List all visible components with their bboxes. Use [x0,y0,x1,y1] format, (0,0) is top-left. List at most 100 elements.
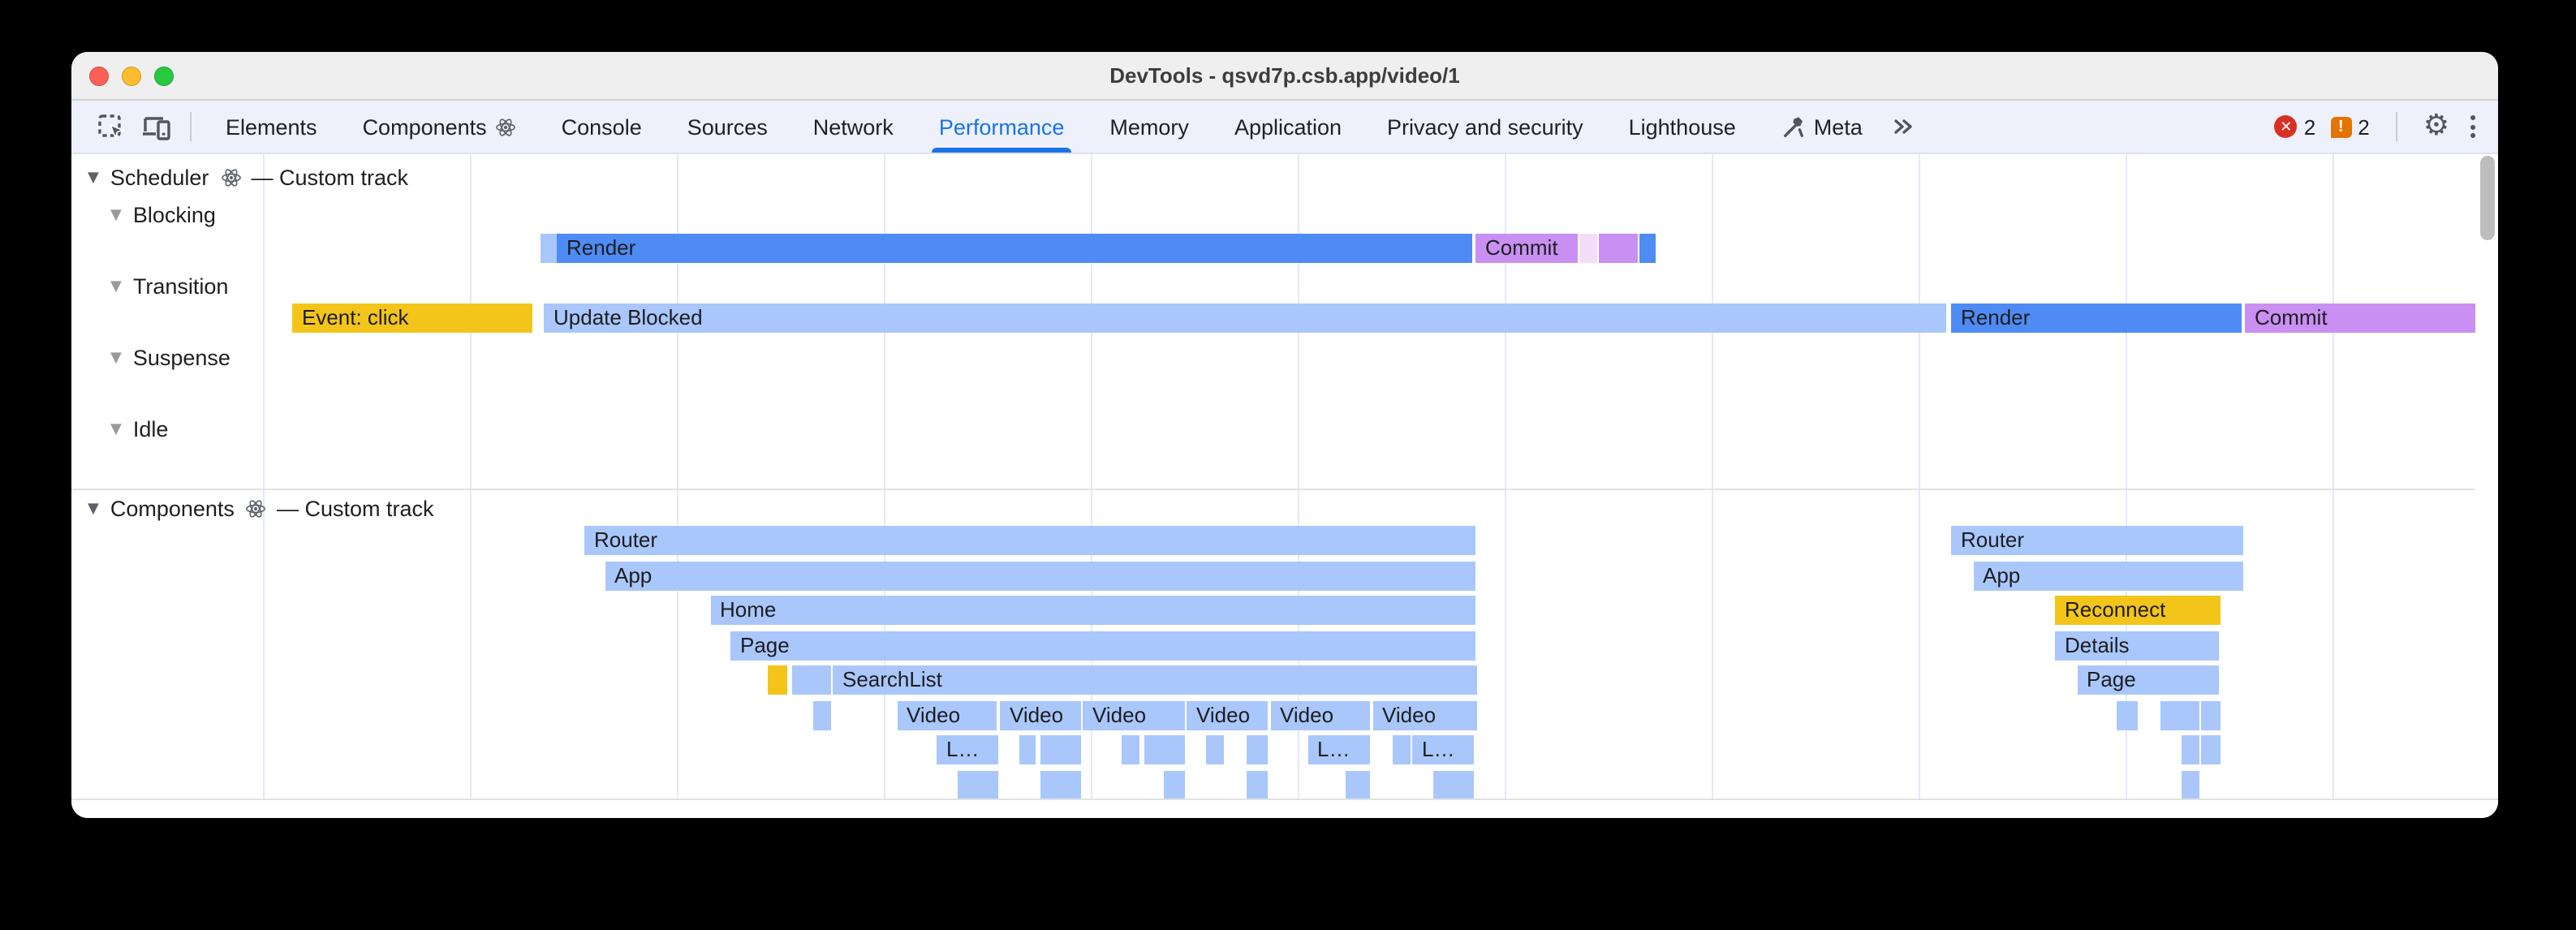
collapse-arrow-icon[interactable]: ▼ [110,207,122,223]
flame-bar[interactable] [1345,770,1370,799]
flame-bar[interactable] [812,700,830,730]
more-menu-icon[interactable] [2464,115,2482,138]
track-name: Transition [132,274,229,299]
scrollbar-thumb[interactable] [2479,156,2494,240]
flame-bar[interactable] [1164,770,1184,799]
tab-meta[interactable]: Meta [1759,101,1885,153]
tab-network[interactable]: Network [790,101,916,153]
flame-bar-app[interactable]: App [1973,561,2243,590]
flame-bar-event-click[interactable]: Event: click [292,304,532,333]
track-label-scheduler[interactable]: ▼ Scheduler — Custom track [88,166,408,190]
collapse-arrow-icon[interactable]: ▼ [88,170,99,186]
flame-bar[interactable] [1121,735,1139,764]
minimize-button[interactable] [122,66,141,85]
issues-badge[interactable]: ! 2 [2330,114,2370,139]
flame-bar-page[interactable]: Page [730,631,1475,660]
tab-label: Network [812,114,894,139]
more-tabs-icon[interactable] [1889,114,1915,140]
tab-components[interactable]: Components [340,101,539,153]
flame-bar[interactable] [1205,735,1224,764]
flame-bar[interactable] [1433,770,1473,799]
vertical-scrollbar[interactable] [2475,154,2498,799]
flame-bar[interactable] [2201,700,2220,730]
tab-privacy-and-security[interactable]: Privacy and security [1364,101,1606,153]
flame-bar-video[interactable]: Video [1372,700,1476,730]
close-button[interactable] [89,66,109,85]
collapse-arrow-icon[interactable]: ▼ [110,421,122,437]
flame-bar[interactable] [2181,770,2199,799]
flame-bar[interactable] [1579,233,1597,262]
flame-bar[interactable] [957,770,998,799]
flame-bar[interactable] [1040,735,1080,764]
flame-bar[interactable] [2181,735,2199,764]
flame-bar-l-[interactable]: L… [937,735,998,764]
flame-bar-update-blocked[interactable]: Update Blocked [544,304,1946,333]
flame-bar-home[interactable]: Home [710,596,1475,625]
track-name: Blocking [132,203,216,227]
flame-bar[interactable] [541,233,557,262]
collapse-arrow-icon[interactable]: ▼ [88,501,99,517]
flame-bar[interactable] [2117,700,2137,730]
tab-label: Lighthouse [1628,114,1736,139]
flame-bar-video[interactable]: Video [897,700,997,730]
fullscreen-button[interactable] [154,66,174,85]
flame-bar-router[interactable]: Router [584,526,1475,555]
collapse-arrow-icon[interactable]: ▼ [110,278,122,295]
track-name: Idle [132,417,169,441]
tab-label: Memory [1109,114,1189,139]
tab-label: Privacy and security [1387,114,1583,139]
error-badge[interactable]: ✕ 2 [2274,114,2316,139]
flame-bar-video[interactable]: Video [1187,700,1268,730]
flame-bar-page[interactable]: Page [2077,665,2219,695]
tab-performance[interactable]: Performance [916,101,1088,153]
flame-bar-commit[interactable]: Commit [1475,233,1577,262]
flame-bar-render[interactable]: Render [1951,304,2242,333]
flame-bar[interactable] [1247,735,1268,764]
flame-bar-router[interactable]: Router [1951,526,2243,555]
react-atom-icon [221,169,241,187]
settings-icon[interactable]: ⚙ [2423,109,2449,143]
flame-bar-commit[interactable]: Commit [2245,304,2475,333]
flame-bar-video[interactable]: Video [1083,700,1184,730]
flame-bar[interactable] [2160,700,2199,730]
flame-bar-video[interactable]: Video [1270,700,1370,730]
tab-sources[interactable]: Sources [665,101,790,153]
track-label-components[interactable]: ▼ Components — Custom track [88,497,434,521]
device-toolbar-icon[interactable] [135,105,177,148]
flame-bar-app[interactable]: App [605,561,1475,590]
flame-bar-reconnect[interactable]: Reconnect [2055,596,2220,625]
inspect-element-icon[interactable] [89,105,131,148]
flame-bar[interactable] [1599,233,1638,262]
flame-bar[interactable] [792,665,831,695]
flame-bar[interactable] [1639,233,1656,262]
tab-elements[interactable]: Elements [203,101,340,153]
tab-memory[interactable]: Memory [1087,101,1212,153]
flame-bar[interactable] [1019,735,1036,764]
flame-bar-video[interactable]: Video [1000,700,1080,730]
flame-bar[interactable] [1144,735,1184,764]
flame-bar-details[interactable]: Details [2055,631,2219,660]
flame-bar-searchlist[interactable]: SearchList [833,665,1476,695]
tab-lighthouse[interactable]: Lighthouse [1606,101,1759,153]
tab-label: Console [561,114,642,139]
flame-bar[interactable] [1392,735,1410,764]
flame-bar-l-[interactable]: L… [1412,735,1473,764]
flame-bar[interactable] [1040,770,1080,799]
flame-bar[interactable] [1247,770,1268,799]
error-count: 2 [2303,114,2316,139]
tab-console[interactable]: Console [539,101,665,153]
collapse-arrow-icon[interactable]: ▼ [110,350,122,366]
flame-chart[interactable]: Render Commit Event: click Update Blocked Re… [263,154,2475,799]
flame-bar[interactable] [767,665,786,695]
track-label-suspense[interactable]: ▼ Suspense [110,346,230,370]
flame-bar[interactable] [2201,735,2220,764]
track-name-suffix: — Custom track [251,166,408,190]
flame-bar-l-[interactable]: L… [1307,735,1370,764]
track-label-idle[interactable]: ▼ Idle [110,417,168,441]
tab-label: Performance [938,114,1065,139]
track-label-blocking[interactable]: ▼ Blocking [110,203,216,227]
flame-bar-render[interactable]: Render [557,233,1472,262]
track-name: Scheduler [110,166,209,190]
track-label-transition[interactable]: ▼ Transition [110,274,228,299]
tab-application[interactable]: Application [1212,101,1364,153]
